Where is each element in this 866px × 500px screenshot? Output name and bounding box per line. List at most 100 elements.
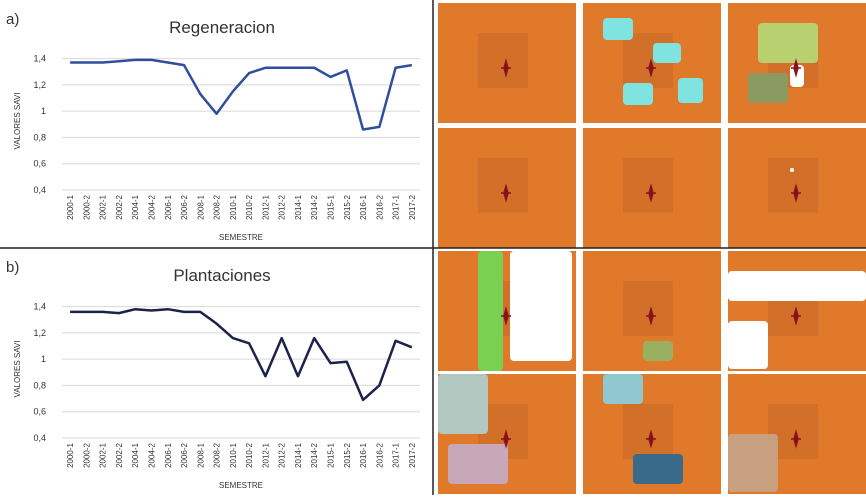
x-tick-label: 2015-2	[343, 442, 352, 467]
location-marker	[501, 58, 511, 78]
y-tick-label: 0,4	[33, 433, 46, 443]
y-tick-label: 1,4	[33, 302, 46, 312]
x-tick-label: 2004-2	[148, 194, 157, 219]
x-tick-label: 2012-2	[278, 194, 287, 219]
y-tick-label: 1,4	[33, 54, 46, 64]
y-tick-label: 1	[41, 106, 46, 116]
x-tick-label: 2017-2	[408, 194, 417, 219]
x-tick-label: 2015-2	[343, 194, 352, 219]
x-tick-label: 2016-1	[359, 194, 368, 219]
image-patch	[728, 271, 866, 301]
image-patch	[653, 43, 681, 63]
chart-title: Plantaciones	[173, 266, 270, 285]
panel-label: a)	[6, 11, 19, 28]
x-tick-label: 2006-1	[164, 442, 173, 467]
image-patch	[643, 341, 673, 361]
location-marker	[501, 429, 511, 449]
image-patch	[758, 23, 818, 63]
image-patch	[678, 78, 703, 103]
x-tick-label: 2012-1	[261, 442, 270, 467]
x-tick-label: 2008-2	[213, 194, 222, 219]
image-patch	[438, 374, 488, 434]
y-axis-label: VALORES SAVI	[13, 340, 22, 397]
image-patch	[728, 321, 768, 369]
x-tick-label: 2012-2	[278, 442, 287, 467]
y-tick-label: 0,4	[33, 185, 46, 195]
x-tick-label: 2014-2	[310, 194, 319, 219]
image-patch	[478, 251, 503, 371]
x-tick-label: 2000-1	[66, 442, 75, 467]
location-marker	[791, 306, 801, 326]
x-axis-label: SEMESTRE	[219, 481, 263, 490]
image-patch	[790, 65, 804, 87]
x-tick-label: 2004-2	[148, 442, 157, 467]
y-tick-label: 0,8	[33, 380, 46, 390]
y-tick-label: 0,8	[33, 132, 46, 142]
x-tick-label: 2006-2	[180, 194, 189, 219]
x-tick-label: 2002-2	[115, 442, 124, 467]
image-patch	[748, 73, 788, 103]
location-marker	[646, 306, 656, 326]
x-tick-label: 2010-1	[229, 442, 238, 467]
x-tick-label: 2008-2	[213, 442, 222, 467]
location-marker	[501, 306, 511, 326]
x-tick-label: 2016-2	[375, 442, 384, 467]
x-tick-label: 2000-2	[82, 442, 91, 467]
image-texture	[478, 33, 528, 88]
location-marker	[791, 183, 801, 203]
image-patch	[603, 374, 643, 404]
data-line	[70, 58, 413, 131]
x-tick-label: 2010-2	[245, 442, 254, 467]
x-tick-label: 2004-1	[131, 194, 140, 219]
x-tick-label: 2017-1	[392, 442, 401, 467]
y-tick-label: 1,2	[33, 80, 46, 90]
x-tick-label: 2016-2	[375, 194, 384, 219]
x-tick-label: 2008-1	[196, 194, 205, 219]
image-texture	[623, 281, 673, 336]
x-tick-label: 2014-1	[294, 194, 303, 219]
image-texture	[768, 158, 818, 213]
x-axis-label: SEMESTRE	[219, 233, 263, 242]
x-tick-label: 2008-1	[196, 442, 205, 467]
image-texture	[623, 404, 673, 459]
image-patch	[510, 251, 572, 361]
image-patch	[790, 168, 794, 172]
x-tick-label: 2016-1	[359, 442, 368, 467]
panel-label: b)	[6, 259, 19, 276]
satellite-images	[438, 3, 866, 494]
chart-title: Regeneracion	[169, 18, 275, 37]
location-marker	[646, 183, 656, 203]
x-tick-label: 2004-1	[131, 442, 140, 467]
x-tick-label: 2010-1	[229, 194, 238, 219]
location-marker	[646, 58, 656, 78]
x-tick-label: 2000-1	[66, 194, 75, 219]
y-tick-label: 0,6	[33, 407, 46, 417]
location-marker	[791, 429, 801, 449]
x-tick-label: 2012-1	[261, 194, 270, 219]
x-tick-label: 2010-2	[245, 194, 254, 219]
image-patch	[623, 83, 653, 105]
image-texture	[623, 158, 673, 213]
image-texture	[478, 158, 528, 213]
x-tick-label: 2002-1	[99, 194, 108, 219]
data-line	[70, 307, 413, 402]
y-tick-label: 0,6	[33, 159, 46, 169]
x-tick-label: 2006-2	[180, 442, 189, 467]
x-tick-label: 2017-2	[408, 442, 417, 467]
y-tick-label: 1	[41, 354, 46, 364]
y-tick-label: 1,2	[33, 328, 46, 338]
image-patch	[728, 434, 778, 492]
image-patch	[633, 454, 683, 484]
y-axis-label: VALORES SAVI	[13, 92, 22, 149]
x-tick-label: 2000-2	[82, 194, 91, 219]
x-tick-label: 2015-1	[327, 442, 336, 467]
x-tick-label: 2017-1	[392, 194, 401, 219]
image-patch	[448, 444, 508, 484]
image-patch	[603, 18, 633, 40]
x-tick-label: 2002-2	[115, 194, 124, 219]
x-tick-label: 2006-1	[164, 194, 173, 219]
location-marker	[791, 58, 801, 78]
location-marker	[501, 183, 511, 203]
x-tick-label: 2015-1	[327, 194, 336, 219]
